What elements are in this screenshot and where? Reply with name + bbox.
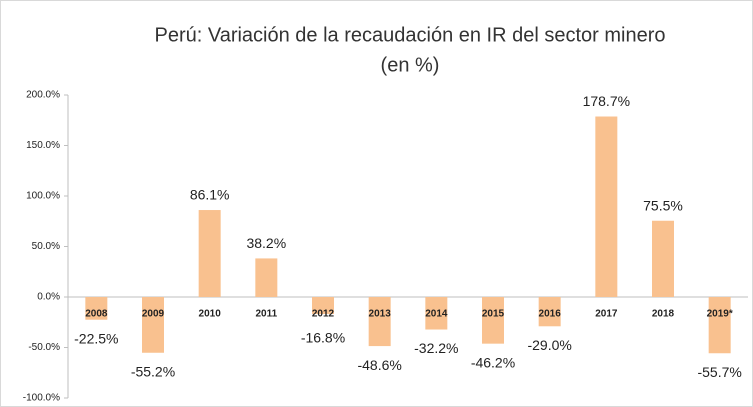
bar [595,116,618,297]
data-label: -29.0% [527,337,571,353]
chart-title: Perú: Variación de la recaudación en IR … [154,24,665,46]
data-label: -46.2% [471,354,515,370]
x-tick-label: 2011 [255,309,277,320]
data-label: 75.5% [643,197,683,213]
x-tick-label: 2008 [85,309,108,320]
y-tick-label: 200.0% [26,90,60,101]
data-label: -32.2% [414,340,458,356]
x-tick-label: 2017 [595,309,618,320]
x-tick-label: 2009 [142,309,165,320]
bar [538,297,561,327]
data-label: -55.7% [697,364,741,380]
x-tick-label: 2016 [539,309,562,320]
bar [482,297,504,344]
bar [85,297,108,320]
data-label: -48.6% [357,357,401,373]
y-tick-label: -50.0% [28,342,60,353]
data-label: -16.8% [301,330,345,346]
bar [312,297,334,314]
y-tick-label: 0.0% [37,292,60,303]
chart-subtitle: (en %) [381,54,440,76]
data-label: 38.2% [246,235,286,251]
y-tick-label: 150.0% [26,140,60,151]
x-tick-label: 2012 [312,309,335,320]
x-tick-label: 2010 [199,309,222,320]
x-tick-label: 2019* [707,309,733,320]
y-tick-label: 50.0% [32,241,60,252]
x-tick-label: 2013 [369,309,392,320]
bar [652,220,674,297]
bar [142,297,164,353]
y-tick-label: 100.0% [26,191,60,202]
bar [425,297,448,330]
x-tick-label: 2015 [482,309,505,320]
x-tick-label: 2018 [652,309,675,320]
bar [198,210,221,297]
y-tick-label: -100.0% [23,393,60,404]
data-label: 86.1% [190,187,230,203]
data-label: -55.2% [131,363,175,379]
data-label: -22.5% [74,330,118,346]
data-label: 178.7% [583,93,630,109]
bar [255,258,278,297]
x-tick-label: 2014 [425,309,448,320]
bar [368,297,391,347]
bar [708,297,731,354]
